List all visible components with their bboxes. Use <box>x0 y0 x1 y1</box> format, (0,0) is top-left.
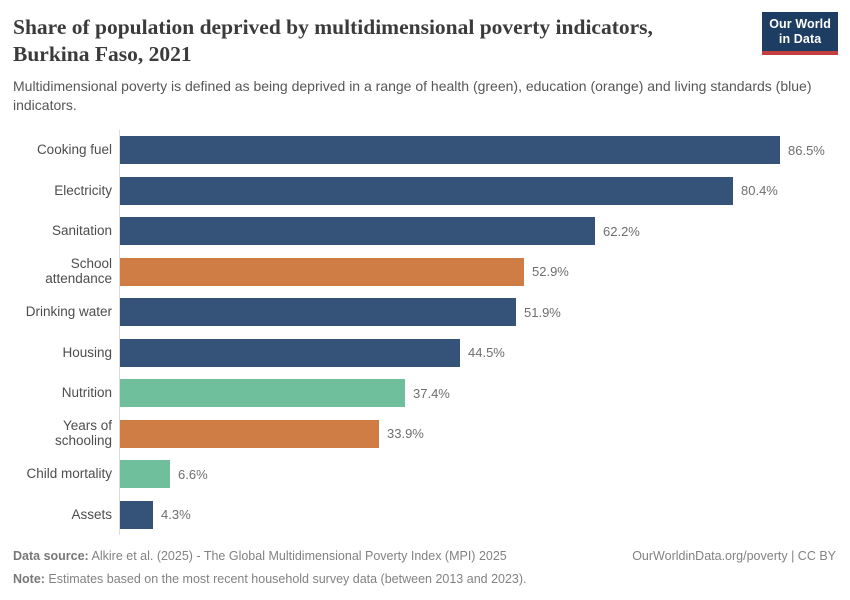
bar-value-label: 52.9% <box>532 264 569 280</box>
bar-row: Cooking fuel 86.5% <box>13 130 850 171</box>
chart-footer: Data source: Alkire et al. (2025) - The … <box>13 545 836 591</box>
owid-poverty-link[interactable]: OurWorldinData.org/poverty <box>632 549 788 563</box>
owid-logo-line1: Our World <box>769 17 831 31</box>
bar-value-label: 4.3% <box>161 507 191 523</box>
bar-track: 52.9% <box>119 251 850 293</box>
chart-title: Share of population deprived by multidim… <box>13 14 758 68</box>
category-label: Nutrition <box>61 385 112 401</box>
footer-note-line: Note: Estimates based on the most recent… <box>13 568 527 591</box>
category-label: Drinking water <box>25 304 112 320</box>
footer-separator: | <box>787 549 798 563</box>
owid-logo: Our World in Data <box>762 12 838 55</box>
category-label: Sanitation <box>51 223 112 239</box>
bar-track: 33.9% <box>119 413 850 455</box>
bar-value-label: 86.5% <box>788 142 825 158</box>
bar-track: 80.4% <box>119 170 850 212</box>
category-label: School attendance <box>45 256 112 286</box>
bar-row: Electricity 80.4% <box>13 170 850 212</box>
category-label: Electricity <box>54 182 112 198</box>
chart-title-line1: Share of population deprived by multidim… <box>13 15 653 39</box>
bar-row: School attendance 52.9% <box>13 251 850 293</box>
bar-track: 86.5% <box>119 130 850 171</box>
bar-value-label: 44.5% <box>468 345 505 361</box>
bar[interactable] <box>120 338 460 367</box>
bar-value-label: 33.9% <box>387 426 424 442</box>
category-label: Child mortality <box>26 466 112 482</box>
bar[interactable] <box>120 419 379 448</box>
bar-value-label: 37.4% <box>413 385 450 401</box>
bar-row: Housing 44.5% <box>13 332 850 374</box>
footer-datasource-line: Data source: Alkire et al. (2025) - The … <box>13 545 527 568</box>
bar-track: 44.5% <box>119 332 850 374</box>
category-label: Years of schooling <box>54 418 112 448</box>
bar-row: Assets 4.3% <box>13 494 850 536</box>
bar-value-label: 62.2% <box>603 223 640 239</box>
note-text: Estimates based on the most recent house… <box>44 572 527 587</box>
chart-title-line2: Burkina Faso, 2021 <box>13 42 192 67</box>
bar-value-label: 51.9% <box>524 304 561 320</box>
datasource-label: Data source: <box>13 549 89 563</box>
bar[interactable] <box>120 257 524 286</box>
owid-logo-line2: in Data <box>778 31 822 46</box>
bar[interactable] <box>120 136 780 165</box>
bar[interactable] <box>120 217 595 246</box>
bar-row: Child mortality 6.6% <box>13 454 850 495</box>
bar-row: Years of schooling 33.9% <box>13 413 850 455</box>
note-label: Note: <box>13 572 45 587</box>
bar-track: 37.4% <box>119 373 850 414</box>
chart-header: Share of population deprived by multidim… <box>0 0 850 115</box>
category-label: Assets <box>71 506 112 522</box>
bar-track: 62.2% <box>119 211 850 252</box>
bar[interactable] <box>120 379 405 408</box>
category-label: Cooking fuel <box>36 142 112 158</box>
bar[interactable] <box>120 176 733 205</box>
bar[interactable] <box>120 460 170 489</box>
bar-chart: Cooking fuel 86.5% Electricity 80.4% San… <box>0 130 850 536</box>
category-label: Housing <box>62 344 112 360</box>
bar-track: 4.3% <box>119 494 850 536</box>
bar[interactable] <box>120 500 153 529</box>
bar-track: 51.9% <box>119 292 850 333</box>
bar-value-label: 80.4% <box>741 183 778 199</box>
bar-row: Nutrition 37.4% <box>13 373 850 414</box>
license-label: CC BY <box>797 549 836 563</box>
bar[interactable] <box>120 298 516 327</box>
bar-row: Drinking water 51.9% <box>13 292 850 333</box>
footer-attribution: OurWorldinData.org/poverty | CC BY <box>632 545 836 568</box>
footer-source-note: Data source: Alkire et al. (2025) - The … <box>13 545 527 591</box>
datasource-text: Alkire et al. (2025) - The Global Multid… <box>88 549 507 563</box>
bar-track: 6.6% <box>119 454 850 495</box>
chart-subtitle: Multidimensional poverty is defined as b… <box>13 78 812 114</box>
bar-row: Sanitation 62.2% <box>13 211 850 252</box>
bar-value-label: 6.6% <box>178 466 208 482</box>
